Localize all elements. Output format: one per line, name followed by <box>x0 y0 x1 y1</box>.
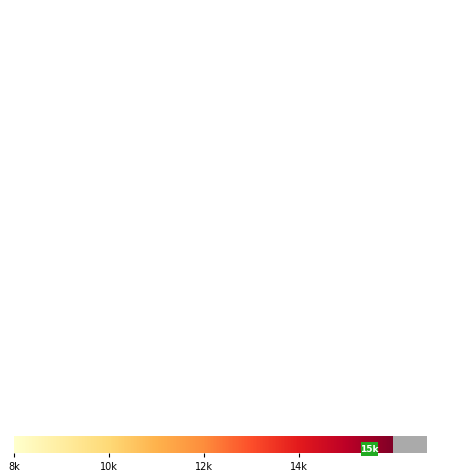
Text: 15k: 15k <box>360 445 379 454</box>
